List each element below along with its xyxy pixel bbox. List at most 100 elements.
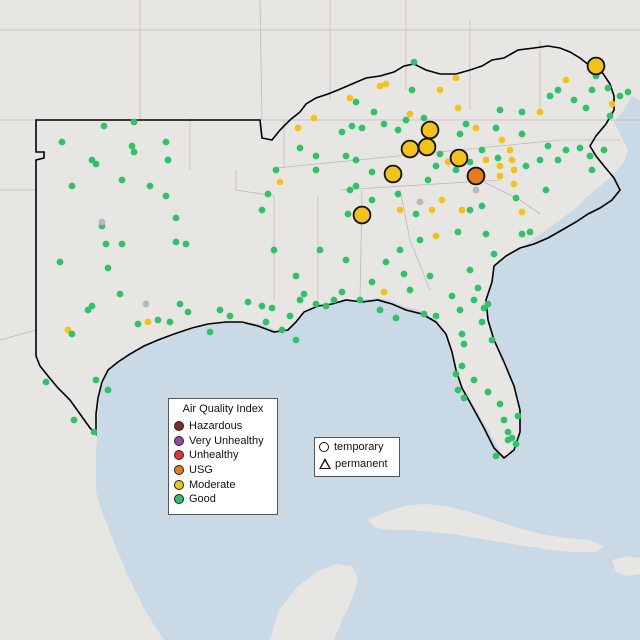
monitor-marker[interactable] bbox=[406, 110, 414, 118]
monitor-marker[interactable] bbox=[510, 166, 518, 174]
monitor-marker[interactable] bbox=[344, 210, 352, 218]
monitor-marker[interactable] bbox=[352, 156, 360, 164]
monitor-marker[interactable] bbox=[400, 270, 408, 278]
monitor-marker[interactable] bbox=[92, 376, 100, 384]
monitor-marker[interactable] bbox=[102, 240, 110, 248]
monitor-marker[interactable] bbox=[448, 292, 456, 300]
monitor-marker[interactable] bbox=[456, 306, 464, 314]
monitor-marker[interactable] bbox=[352, 98, 360, 106]
monitor-marker[interactable] bbox=[118, 240, 126, 248]
monitor-marker[interactable] bbox=[526, 228, 534, 236]
monitor-marker[interactable] bbox=[342, 256, 350, 264]
monitor-marker[interactable] bbox=[368, 168, 376, 176]
monitor-marker[interactable] bbox=[570, 96, 578, 104]
monitor-marker[interactable] bbox=[498, 136, 506, 144]
site-kentucky-c[interactable] bbox=[417, 137, 437, 157]
monitor-marker[interactable] bbox=[402, 116, 410, 124]
monitor-marker[interactable] bbox=[458, 362, 466, 370]
monitor-marker[interactable] bbox=[146, 182, 154, 190]
monitor-marker[interactable] bbox=[518, 130, 526, 138]
monitor-marker[interactable] bbox=[312, 300, 320, 308]
monitor-marker[interactable] bbox=[264, 190, 272, 198]
monitor-marker[interactable] bbox=[424, 176, 432, 184]
monitor-marker[interactable] bbox=[436, 150, 444, 158]
monitor-marker[interactable] bbox=[42, 378, 50, 386]
monitor-marker[interactable] bbox=[562, 76, 570, 84]
monitor-marker[interactable] bbox=[522, 162, 530, 170]
monitor-marker[interactable] bbox=[432, 162, 440, 170]
monitor-marker[interactable] bbox=[562, 146, 570, 154]
monitor-marker[interactable] bbox=[154, 316, 162, 324]
monitor-marker[interactable] bbox=[458, 206, 466, 214]
monitor-marker[interactable] bbox=[478, 202, 486, 210]
monitor-marker[interactable] bbox=[432, 232, 440, 240]
monitor-marker[interactable] bbox=[426, 272, 434, 280]
monitor-marker[interactable] bbox=[452, 166, 460, 174]
monitor-marker[interactable] bbox=[98, 218, 106, 226]
monitor-marker[interactable] bbox=[408, 86, 416, 94]
monitor-marker[interactable] bbox=[104, 386, 112, 394]
monitor-marker[interactable] bbox=[512, 194, 520, 202]
monitor-marker[interactable] bbox=[510, 180, 518, 188]
monitor-marker[interactable] bbox=[554, 156, 562, 164]
monitor-marker[interactable] bbox=[368, 196, 376, 204]
monitor-marker[interactable] bbox=[514, 412, 522, 420]
monitor-marker[interactable] bbox=[454, 228, 462, 236]
monitor-marker[interactable] bbox=[142, 300, 150, 308]
monitor-marker[interactable] bbox=[542, 186, 550, 194]
monitor-marker[interactable] bbox=[294, 124, 302, 132]
monitor-marker[interactable] bbox=[496, 106, 504, 114]
monitor-marker[interactable] bbox=[474, 284, 482, 292]
monitor-marker[interactable] bbox=[376, 306, 384, 314]
monitor-marker[interactable] bbox=[292, 272, 300, 280]
monitor-marker[interactable] bbox=[118, 176, 126, 184]
monitor-marker[interactable] bbox=[470, 376, 478, 384]
monitor-marker[interactable] bbox=[490, 250, 498, 258]
monitor-marker[interactable] bbox=[504, 428, 512, 436]
monitor-marker[interactable] bbox=[554, 86, 562, 94]
monitor-marker[interactable] bbox=[338, 128, 346, 136]
monitor-marker[interactable] bbox=[162, 138, 170, 146]
monitor-marker[interactable] bbox=[100, 122, 108, 130]
monitor-marker[interactable] bbox=[392, 314, 400, 322]
monitor-marker[interactable] bbox=[394, 126, 402, 134]
monitor-marker[interactable] bbox=[484, 300, 492, 308]
monitor-marker[interactable] bbox=[452, 74, 460, 82]
site-kentucky-b[interactable] bbox=[400, 139, 420, 159]
monitor-marker[interactable] bbox=[396, 206, 404, 214]
monitor-marker[interactable] bbox=[128, 142, 136, 150]
monitor-marker[interactable] bbox=[270, 246, 278, 254]
monitor-marker[interactable] bbox=[70, 416, 78, 424]
monitor-marker[interactable] bbox=[416, 198, 424, 206]
site-dc-north[interactable] bbox=[586, 56, 606, 76]
monitor-marker[interactable] bbox=[588, 86, 596, 94]
monitor-marker[interactable] bbox=[608, 100, 616, 108]
monitor-marker[interactable] bbox=[348, 122, 356, 130]
monitor-marker[interactable] bbox=[184, 308, 192, 316]
monitor-marker[interactable] bbox=[496, 172, 504, 180]
monitor-marker[interactable] bbox=[176, 300, 184, 308]
monitor-marker[interactable] bbox=[144, 318, 152, 326]
monitor-marker[interactable] bbox=[606, 112, 614, 120]
monitor-marker[interactable] bbox=[286, 312, 294, 320]
monitor-marker[interactable] bbox=[312, 152, 320, 160]
monitor-marker[interactable] bbox=[382, 258, 390, 266]
monitor-marker[interactable] bbox=[382, 80, 390, 88]
monitor-marker[interactable] bbox=[84, 306, 92, 314]
monitor-marker[interactable] bbox=[296, 144, 304, 152]
monitor-marker[interactable] bbox=[496, 162, 504, 170]
monitor-marker[interactable] bbox=[462, 120, 470, 128]
monitor-marker[interactable] bbox=[104, 264, 112, 272]
monitor-marker[interactable] bbox=[466, 206, 474, 214]
monitor-marker[interactable] bbox=[322, 302, 330, 310]
monitor-marker[interactable] bbox=[130, 148, 138, 156]
monitor-marker[interactable] bbox=[226, 312, 234, 320]
monitor-marker[interactable] bbox=[624, 88, 632, 96]
monitor-marker[interactable] bbox=[604, 84, 612, 92]
monitor-marker[interactable] bbox=[262, 318, 270, 326]
monitor-marker[interactable] bbox=[130, 118, 138, 126]
monitor-marker[interactable] bbox=[466, 158, 474, 166]
monitor-marker[interactable] bbox=[268, 304, 276, 312]
monitor-marker[interactable] bbox=[338, 288, 346, 296]
site-tennessee-east[interactable] bbox=[449, 148, 469, 168]
